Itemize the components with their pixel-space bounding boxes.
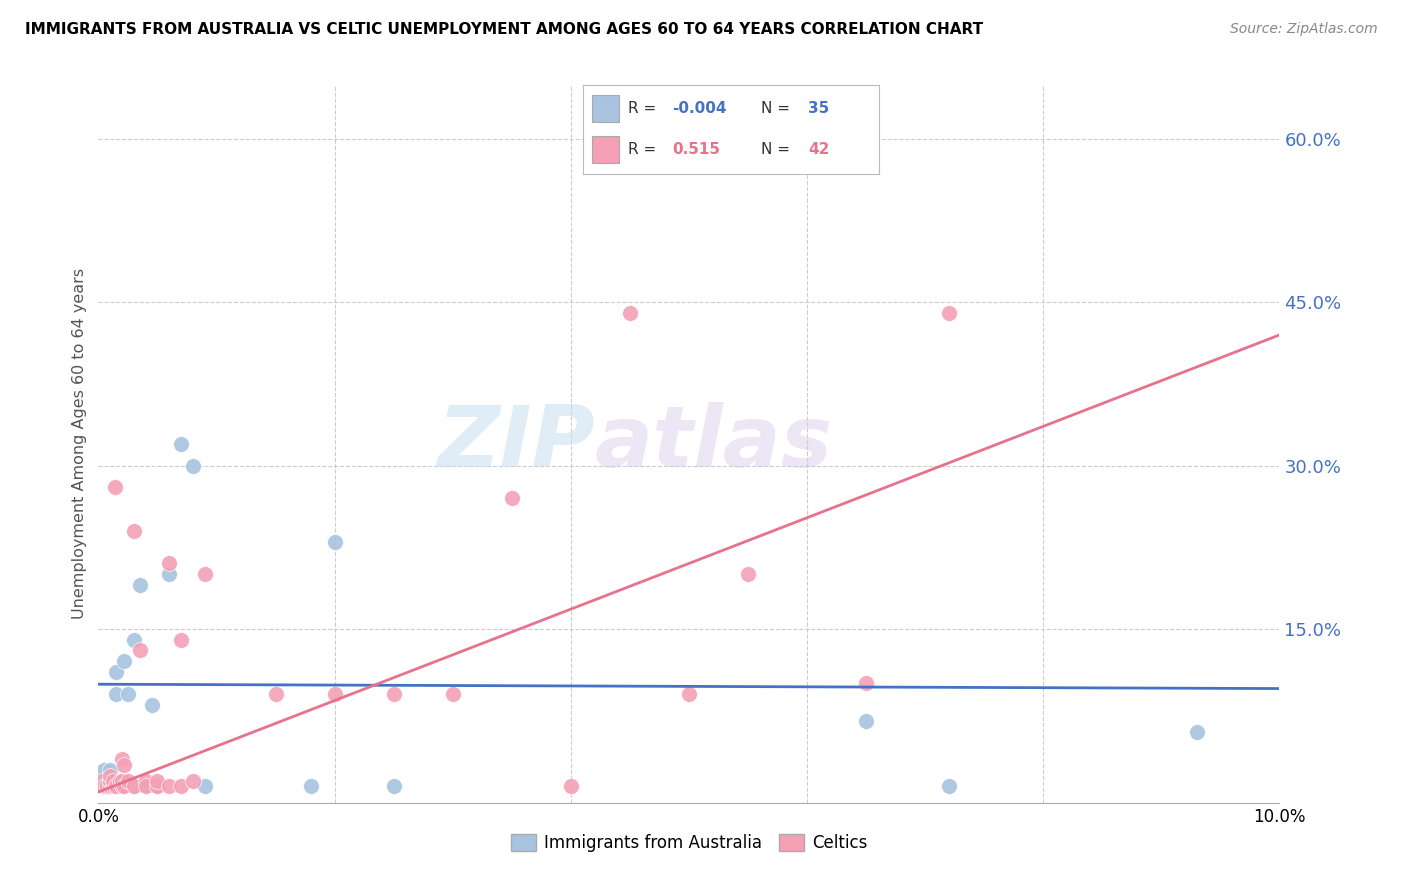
Point [111, 780, 134, 794]
Point [1185, 725, 1208, 739]
Point [112, 654, 135, 668]
Point [170, 632, 193, 647]
Point [111, 780, 134, 794]
Point [117, 687, 139, 701]
Point [111, 780, 134, 794]
Point [98, 774, 121, 789]
Point [98, 780, 121, 794]
Point [128, 643, 150, 657]
Point [170, 780, 193, 794]
Point [323, 687, 346, 701]
Point [93, 780, 115, 794]
Point [135, 780, 157, 794]
Point [299, 780, 322, 794]
Point [855, 676, 877, 690]
Point [146, 780, 169, 794]
Point [101, 780, 124, 794]
Text: N =: N = [761, 143, 794, 157]
Point [122, 780, 145, 794]
Point [105, 780, 128, 794]
Text: R =: R = [627, 143, 661, 157]
Point [135, 774, 157, 789]
Point [122, 780, 145, 794]
Point [98, 780, 121, 794]
Point [98, 763, 121, 777]
Point [938, 780, 960, 794]
Text: 0.515: 0.515 [672, 143, 720, 157]
Point [117, 774, 139, 789]
Point [93, 763, 115, 777]
Text: N =: N = [761, 102, 794, 116]
Point [855, 714, 877, 729]
Point [146, 780, 169, 794]
Text: 35: 35 [808, 102, 830, 116]
Point [938, 306, 960, 320]
Point [146, 774, 169, 789]
Point [560, 780, 582, 794]
Point [619, 306, 641, 320]
Point [91, 774, 114, 789]
Point [98, 774, 121, 789]
Text: -0.004: -0.004 [672, 102, 727, 116]
Point [111, 774, 134, 789]
Point [194, 567, 217, 582]
Point [135, 780, 157, 794]
Point [93, 774, 115, 789]
Point [264, 687, 287, 701]
Point [181, 458, 204, 473]
Text: IMMIGRANTS FROM AUSTRALIA VS CELTIC UNEMPLOYMENT AMONG AGES 60 TO 64 YEARS CORRE: IMMIGRANTS FROM AUSTRALIA VS CELTIC UNEM… [25, 22, 983, 37]
Point [101, 774, 124, 789]
Point [737, 567, 759, 582]
Text: ZIP: ZIP [437, 402, 595, 485]
Point [157, 557, 180, 571]
Bar [592, 95, 619, 122]
Point [101, 774, 124, 789]
Point [157, 567, 180, 582]
Point [678, 687, 700, 701]
Point [103, 780, 125, 794]
Y-axis label: Unemployment Among Ages 60 to 64 years: Unemployment Among Ages 60 to 64 years [72, 268, 87, 619]
Point [181, 774, 204, 789]
Point [104, 480, 127, 494]
Point [96, 780, 118, 794]
Legend: Immigrants from Australia, Celtics: Immigrants from Australia, Celtics [503, 828, 875, 859]
Text: 42: 42 [808, 143, 830, 157]
Point [108, 780, 131, 794]
Point [105, 780, 128, 794]
Point [382, 780, 405, 794]
Point [382, 687, 405, 701]
Point [105, 665, 128, 680]
Point [157, 780, 180, 794]
Bar [592, 136, 619, 163]
Text: atlas: atlas [595, 402, 832, 485]
Point [105, 687, 128, 701]
Point [501, 491, 523, 505]
Point [108, 774, 131, 789]
Point [111, 774, 134, 789]
Point [128, 578, 150, 592]
Point [146, 780, 169, 794]
Point [141, 698, 163, 712]
Point [112, 780, 135, 794]
Point [98, 769, 121, 783]
Point [170, 436, 193, 450]
Text: R =: R = [627, 102, 661, 116]
Point [111, 774, 134, 789]
Point [441, 687, 464, 701]
Point [101, 780, 124, 794]
Point [112, 757, 135, 772]
Point [96, 780, 118, 794]
Point [194, 780, 217, 794]
Point [111, 752, 134, 766]
Point [122, 632, 145, 647]
Text: Source: ZipAtlas.com: Source: ZipAtlas.com [1230, 22, 1378, 37]
Point [323, 534, 346, 549]
Point [122, 524, 145, 538]
